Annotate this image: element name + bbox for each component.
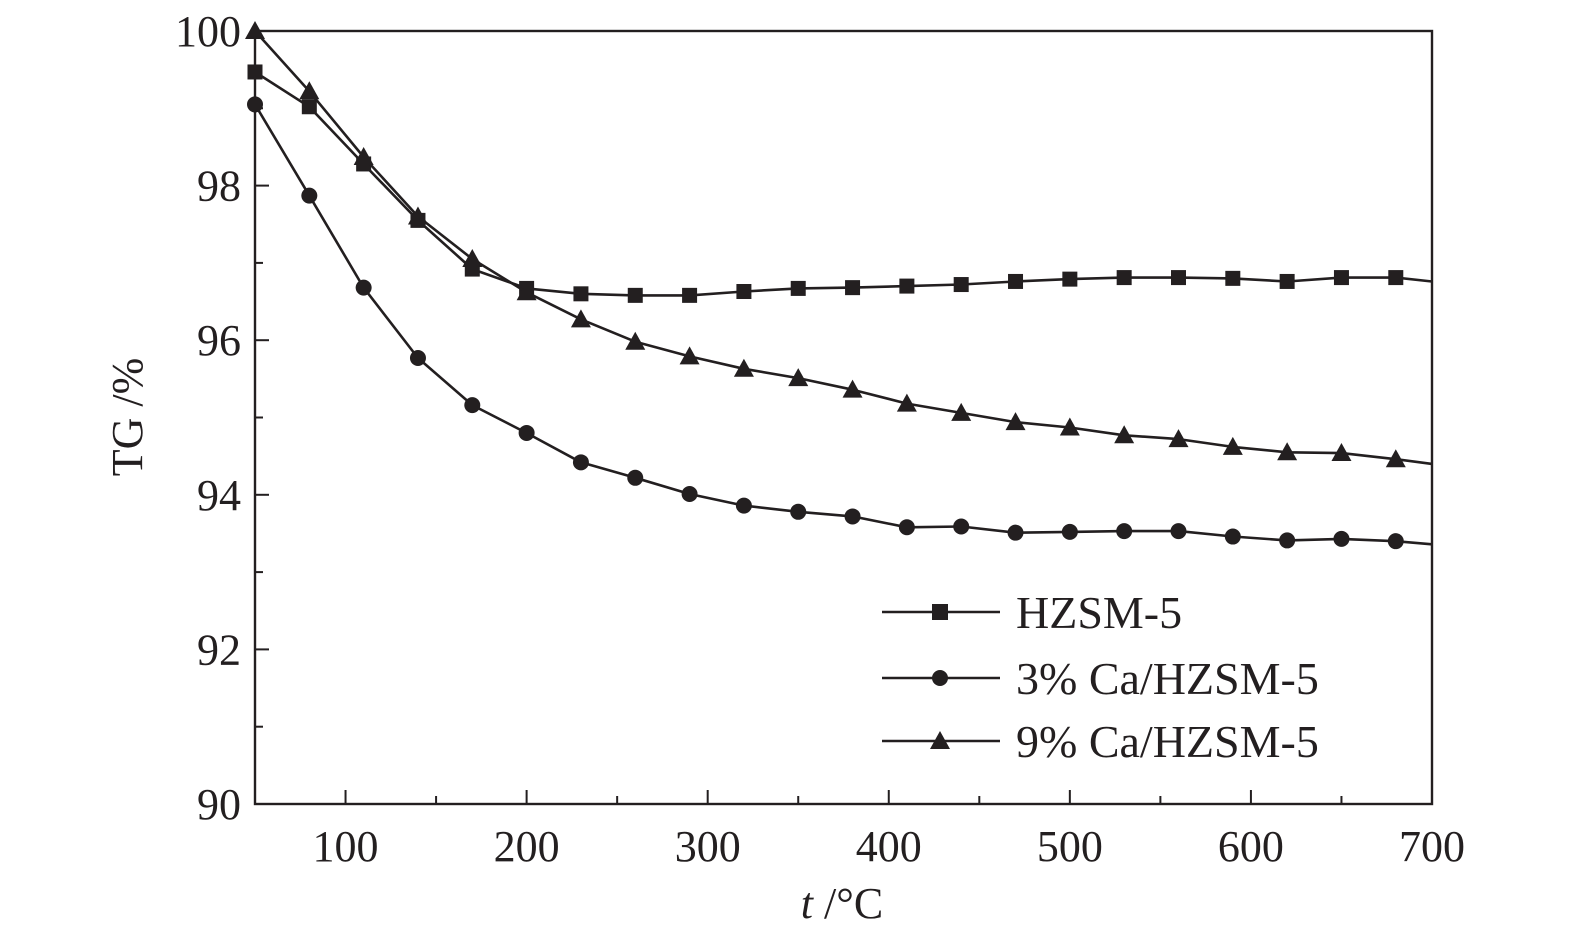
data-point-circle <box>518 424 535 441</box>
data-point-square <box>247 64 263 80</box>
data-point-circle <box>464 397 481 414</box>
data-point-triangle <box>733 358 754 377</box>
data-point-square <box>573 286 589 302</box>
data-point-triangle <box>570 309 591 328</box>
data-point-square <box>845 280 861 296</box>
y-tick-label: 90 <box>197 780 241 829</box>
data-point-triangle <box>788 368 809 387</box>
series-line <box>254 30 1433 466</box>
data-point-triangle <box>951 402 972 421</box>
legend-entry-3ca: 3% Ca/HZSM-5 <box>882 653 1319 704</box>
data-point-square <box>1170 270 1186 286</box>
data-point-triangle <box>1385 449 1406 468</box>
x-tick-label: 100 <box>313 822 379 871</box>
data-point-triangle <box>1168 429 1189 448</box>
data-point-square <box>1279 273 1295 289</box>
data-point-circle <box>898 519 915 536</box>
data-point-circle <box>1007 524 1024 541</box>
data-point-square <box>899 278 915 294</box>
data-point-square <box>1116 270 1132 286</box>
data-point-square <box>1008 273 1024 289</box>
data-point-circle <box>1116 523 1133 540</box>
data-point-triangle <box>516 282 537 301</box>
data-point-square <box>1388 270 1404 286</box>
data-point-square <box>953 277 969 293</box>
data-point-triangle <box>1005 412 1026 431</box>
y-tick-label: 96 <box>197 316 241 365</box>
series-triangle <box>245 21 1433 468</box>
y-tick-label: 98 <box>197 162 241 211</box>
legend-entry-9ca: 9% Ca/HZSM-5 <box>882 716 1319 767</box>
x-axis-title: t /°C <box>801 879 883 928</box>
data-point-square <box>627 287 643 303</box>
data-point-square <box>790 280 806 296</box>
data-point-triangle <box>462 249 483 268</box>
data-point-triangle <box>1222 436 1243 455</box>
x-tick-label: 700 <box>1399 822 1465 871</box>
legend: HZSM-5 3% Ca/HZSM-5 9% Ca/HZSM-5 <box>882 587 1319 767</box>
legend-label-9ca: 9% Ca/HZSM-5 <box>1016 716 1319 767</box>
data-point-circle <box>790 503 807 520</box>
data-point-triangle <box>1114 425 1135 444</box>
data-point-triangle <box>407 206 428 225</box>
data-point-circle <box>301 187 318 204</box>
series-layer <box>245 21 1433 550</box>
data-point-triangle <box>245 21 265 39</box>
data-point-triangle <box>625 331 646 350</box>
data-point-circle <box>247 96 263 113</box>
data-point-circle <box>1224 528 1241 545</box>
data-point-square <box>301 99 317 115</box>
legend-triangle-marker-icon <box>930 731 950 749</box>
legend-label-3ca: 3% Ca/HZSM-5 <box>1016 653 1319 704</box>
data-point-triangle <box>679 346 700 365</box>
data-point-circle <box>735 497 752 514</box>
data-point-circle <box>1170 523 1187 540</box>
data-point-triangle <box>842 379 863 398</box>
data-point-triangle <box>896 393 917 412</box>
data-point-square <box>1062 271 1078 287</box>
y-tick-label: 100 <box>175 7 241 56</box>
data-point-triangle <box>353 146 374 165</box>
data-point-circle <box>681 486 698 503</box>
data-point-triangle <box>1277 442 1298 461</box>
data-point-circle <box>1279 532 1296 549</box>
data-point-circle <box>1333 530 1350 547</box>
data-point-square <box>1333 270 1349 286</box>
series-line <box>254 70 1433 297</box>
x-tick-label: 300 <box>675 822 741 871</box>
x-axis: 100 200 300 400 500 600 700 <box>313 790 1465 871</box>
data-point-triangle <box>299 81 320 100</box>
x-tick-label: 600 <box>1218 822 1284 871</box>
data-point-circle <box>953 518 970 535</box>
y-tick-label: 94 <box>197 471 241 520</box>
data-point-triangle <box>1331 443 1352 462</box>
data-point-circle <box>1061 523 1078 540</box>
y-axis: 90 92 94 96 98 100 <box>175 7 269 829</box>
x-tick-label: 200 <box>494 822 560 871</box>
data-point-circle <box>844 508 861 525</box>
series-square <box>247 64 1433 303</box>
series-circle <box>247 96 1433 550</box>
y-axis-title: TG /% <box>103 358 152 477</box>
x-tick-label: 500 <box>1037 822 1103 871</box>
data-point-triangle <box>1059 417 1080 436</box>
y-tick-label: 92 <box>197 625 241 674</box>
data-point-circle <box>409 349 426 366</box>
data-point-square <box>682 287 698 303</box>
legend-square-marker-icon <box>932 604 948 620</box>
series-line <box>253 103 1433 546</box>
legend-label-hzsm5: HZSM-5 <box>1016 587 1182 638</box>
data-point-circle <box>1387 533 1404 550</box>
data-point-square <box>1225 270 1241 286</box>
data-point-circle <box>572 454 589 471</box>
x-tick-label: 400 <box>856 822 922 871</box>
data-point-square <box>736 284 752 300</box>
data-point-circle <box>355 279 372 296</box>
legend-circle-marker-icon <box>932 670 948 686</box>
data-point-circle <box>627 469 644 486</box>
legend-entry-hzsm5: HZSM-5 <box>882 587 1182 638</box>
